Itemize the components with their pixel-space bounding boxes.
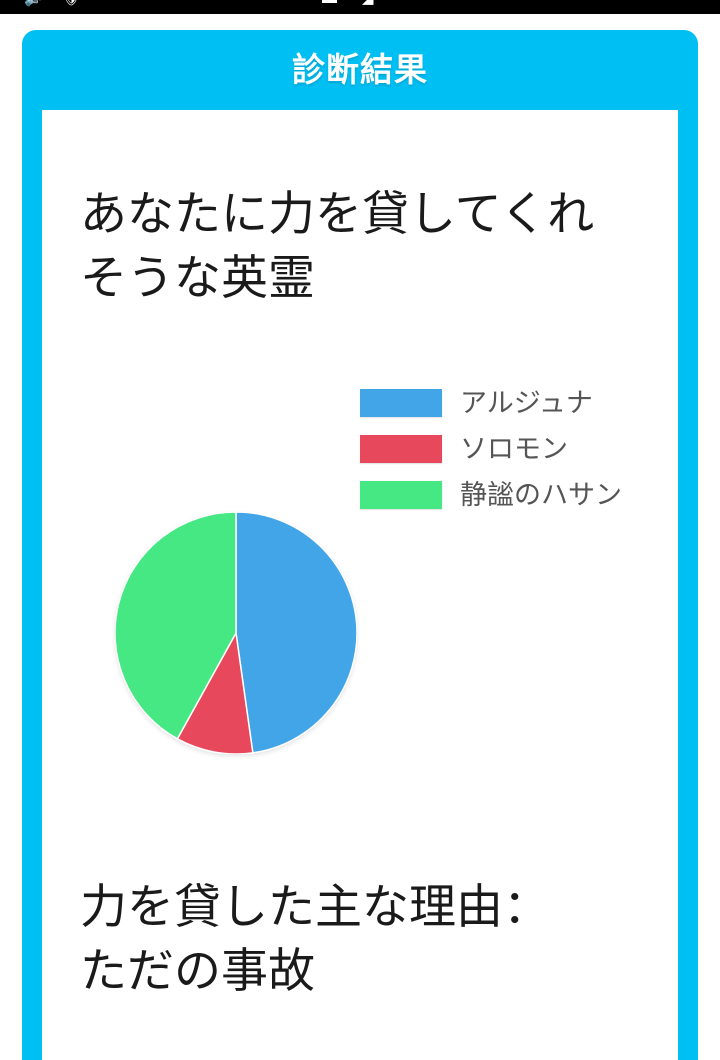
reason-label: 力を貸した主な理由：: [80, 880, 550, 933]
volume-icon: 🔊: [24, 0, 43, 6]
reason-value: ただの事故: [80, 944, 315, 997]
legend-swatch-solomon: [360, 435, 442, 463]
pie-chart-svg: [115, 512, 357, 754]
shield-icon: 🛡: [62, 0, 81, 6]
pie-chart-block: アルジュナ ソロモン 静謐のハサン: [42, 380, 678, 780]
chart-legend: アルジュナ ソロモン 静謐のハサン: [360, 380, 660, 518]
legend-label-arjuna: アルジュナ: [460, 388, 593, 418]
legend-swatch-arjuna: [360, 389, 442, 417]
pie-slice: [115, 512, 237, 740]
legend-label-hassan: 静謐のハサン: [460, 480, 622, 510]
card-body: あなたに力を貸してくれそうな英霊 アルジュナ ソロモン 静謐のハサン: [42, 110, 678, 1060]
pie-slice: [176, 630, 254, 754]
system-status-bar: 🔊 🛡 ▬ ◢: [0, 0, 720, 14]
legend-item: 静謐のハサン: [360, 472, 660, 518]
legend-item: アルジュナ: [360, 380, 660, 426]
page-title: あなたに力を貸してくれそうな英霊: [80, 187, 595, 304]
legend-item: ソロモン: [360, 426, 660, 472]
signal-icon: ◢: [362, 0, 374, 6]
result-card: 診断結果 あなたに力を貸してくれそうな英霊 アルジュナ ソロモン 静謐のハサン: [22, 30, 698, 1060]
battery-icon: ▬: [322, 0, 337, 6]
card-title: 診断結果: [292, 51, 428, 88]
pie-slice: [235, 512, 357, 754]
legend-swatch-hassan: [360, 481, 442, 509]
reason-text: 力を貸した主な理由： ただの事故: [80, 875, 650, 1003]
legend-label-solomon: ソロモン: [460, 434, 568, 464]
pie-chart: [115, 512, 357, 754]
